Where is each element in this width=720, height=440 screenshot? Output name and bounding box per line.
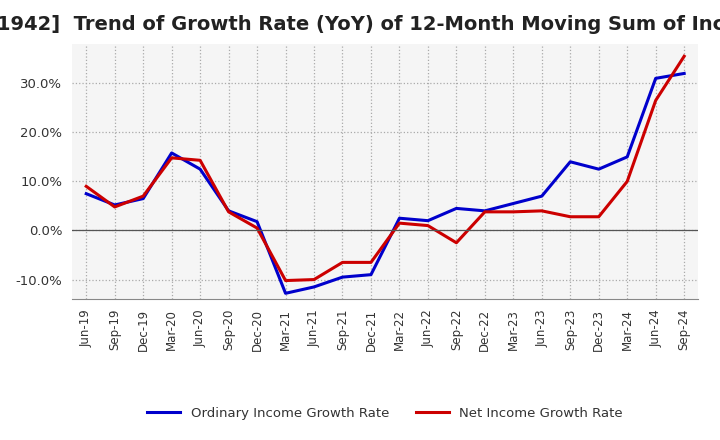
Ordinary Income Growth Rate [253, 219, 261, 224]
Ordinary Income Growth Rate [338, 275, 347, 280]
Net Income Growth Rate [167, 155, 176, 161]
Ordinary Income Growth Rate [423, 218, 432, 224]
Ordinary Income Growth Rate [652, 76, 660, 81]
Ordinary Income Growth Rate [680, 71, 688, 76]
Ordinary Income Growth Rate [595, 166, 603, 172]
Net Income Growth Rate [480, 209, 489, 214]
Net Income Growth Rate [423, 223, 432, 228]
Net Income Growth Rate [566, 214, 575, 220]
Ordinary Income Growth Rate [82, 191, 91, 196]
Net Income Growth Rate [82, 183, 91, 189]
Ordinary Income Growth Rate [509, 201, 518, 206]
Ordinary Income Growth Rate [225, 208, 233, 213]
Ordinary Income Growth Rate [566, 159, 575, 165]
Ordinary Income Growth Rate [310, 284, 318, 290]
Net Income Growth Rate [253, 225, 261, 231]
Net Income Growth Rate [452, 240, 461, 246]
Ordinary Income Growth Rate [196, 166, 204, 172]
Ordinary Income Growth Rate [537, 194, 546, 199]
Net Income Growth Rate [595, 214, 603, 220]
Ordinary Income Growth Rate [110, 202, 119, 208]
Net Income Growth Rate [680, 54, 688, 59]
Net Income Growth Rate [310, 277, 318, 282]
Title: [1942]  Trend of Growth Rate (YoY) of 12-Month Moving Sum of Incomes: [1942] Trend of Growth Rate (YoY) of 12-… [0, 15, 720, 34]
Net Income Growth Rate [338, 260, 347, 265]
Legend: Ordinary Income Growth Rate, Net Income Growth Rate: Ordinary Income Growth Rate, Net Income … [142, 402, 629, 425]
Ordinary Income Growth Rate [282, 291, 290, 296]
Net Income Growth Rate [509, 209, 518, 214]
Net Income Growth Rate [537, 208, 546, 213]
Net Income Growth Rate [395, 220, 404, 226]
Line: Ordinary Income Growth Rate: Ordinary Income Growth Rate [86, 73, 684, 293]
Ordinary Income Growth Rate [480, 208, 489, 213]
Net Income Growth Rate [366, 260, 375, 265]
Ordinary Income Growth Rate [452, 206, 461, 211]
Net Income Growth Rate [196, 158, 204, 163]
Ordinary Income Growth Rate [366, 272, 375, 277]
Net Income Growth Rate [652, 98, 660, 103]
Net Income Growth Rate [282, 278, 290, 283]
Net Income Growth Rate [110, 204, 119, 209]
Net Income Growth Rate [225, 209, 233, 214]
Net Income Growth Rate [139, 194, 148, 199]
Ordinary Income Growth Rate [139, 196, 148, 201]
Ordinary Income Growth Rate [623, 154, 631, 160]
Ordinary Income Growth Rate [395, 216, 404, 221]
Net Income Growth Rate [623, 179, 631, 184]
Ordinary Income Growth Rate [167, 150, 176, 156]
Line: Net Income Growth Rate: Net Income Growth Rate [86, 56, 684, 281]
